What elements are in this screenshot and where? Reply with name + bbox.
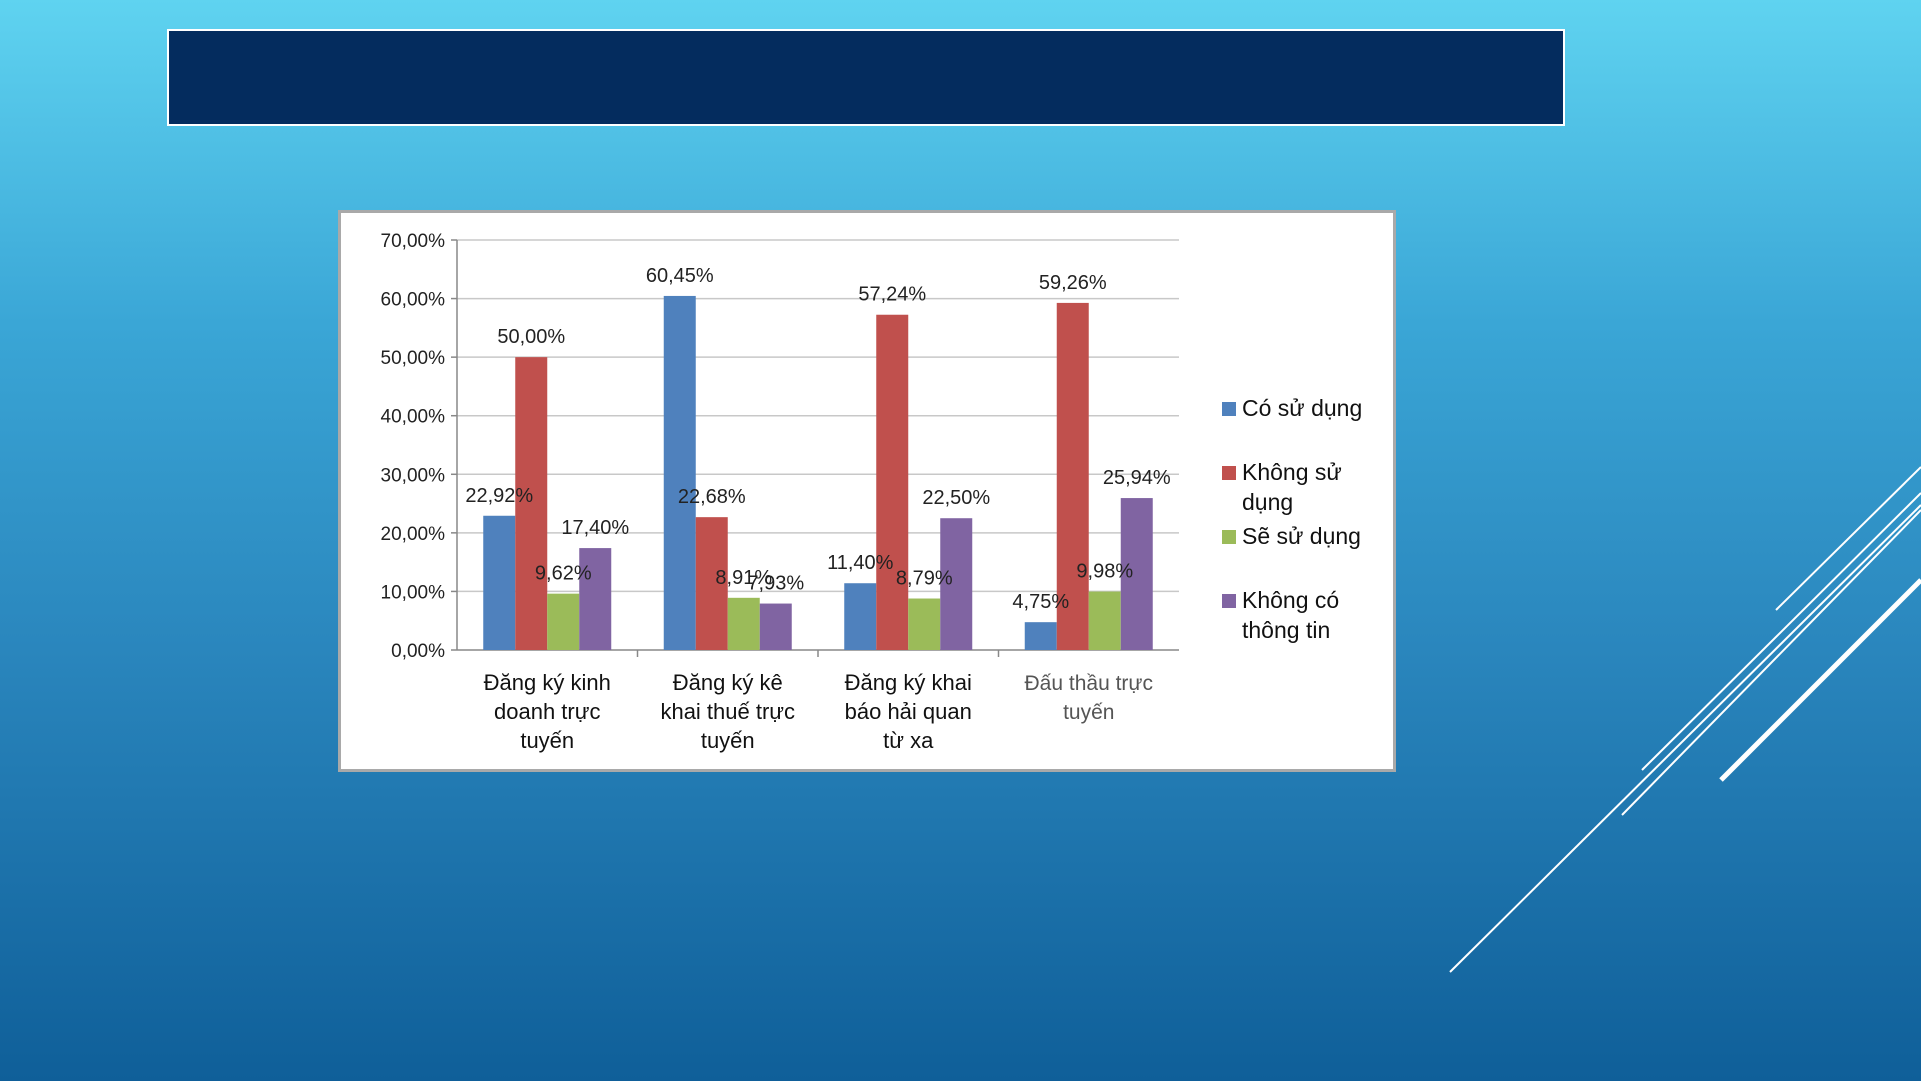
bar-chart: 0,00% 10,00% 20,00% 30,00% 40,00% 50,00% 60,00… [381,231,1363,753]
y-tick-label: 30,00% [381,465,446,486]
y-tick-label: 60,00% [381,290,446,311]
bar [1056,302,1089,650]
deco-line [1775,466,1921,611]
bar [515,357,548,650]
legend-label: dụng [1242,489,1293,515]
category-label: khai thuế trực [660,699,795,724]
data-label: 25,94% [1103,467,1171,489]
legend-label: Không sử [1242,459,1342,485]
data-label: 9,62% [535,563,592,585]
data-label: 7,93% [747,573,804,595]
y-tick-label: 40,00% [381,407,446,428]
bar [908,598,941,650]
data-label: 8,79% [896,568,953,590]
category-label: Đấu thầu trực [1025,672,1153,695]
category-label: tuyến [701,728,755,753]
bar [1088,591,1121,650]
data-label: 22,68% [678,486,746,508]
legend-swatch [1222,530,1236,544]
deco-line [1621,509,1921,816]
y-tick-label: 0,00% [391,641,445,662]
data-label: 11,40% [827,552,894,574]
deco-line-thick [1719,578,1921,782]
bar [727,597,760,650]
chart-container: 0,00% 10,00% 20,00% 30,00% 40,00% 50,00% 60,00… [338,210,1396,772]
bar [579,548,612,650]
bar [483,515,516,650]
legend-label: Không có [1242,587,1339,613]
deco-line [1449,504,1921,973]
data-label: 22,92% [465,485,533,507]
legend-label: Sẽ sử dụng [1242,523,1361,549]
category-label: tuyến [520,728,574,753]
bar [1024,622,1057,650]
legend-label: Có sử dụng [1242,395,1362,421]
category-label: Đăng ký kê [673,670,783,695]
category-label: Đăng ký kinh [484,670,611,695]
data-label: 8,91% [715,567,772,589]
category-label: tuyến [1063,701,1114,724]
y-tick-label: 10,00% [381,582,446,603]
deco-line [1641,492,1921,771]
bar [876,314,909,650]
bar [759,603,792,650]
category-label: doanh trực [494,699,600,724]
legend-swatch [1222,402,1236,416]
y-tick-label: 70,00% [381,231,446,252]
category-label: Đăng ký khai [845,670,972,695]
y-tick-label: 50,00% [381,348,446,369]
bar [695,517,728,650]
data-label: 50,00% [497,326,565,348]
data-label: 59,26% [1039,272,1107,294]
data-label: 60,45% [646,265,714,287]
data-label: 4,75% [1012,591,1069,613]
bar [940,518,973,650]
data-label: 22,50% [922,487,990,509]
bar [663,295,696,650]
legend-label: thông tin [1242,617,1330,643]
category-label: báo hải quan [845,699,972,724]
y-tick-label: 20,00% [381,524,446,545]
data-label: 17,40% [561,517,629,539]
bar [1120,498,1153,650]
data-label: 57,24% [858,284,926,306]
bar [547,593,580,650]
legend-swatch [1222,466,1236,480]
slide-title-bar [167,29,1565,126]
legend-swatch [1222,594,1236,608]
data-label: 9,98% [1076,561,1133,583]
category-label: từ xa [883,728,934,753]
bar [844,583,877,650]
